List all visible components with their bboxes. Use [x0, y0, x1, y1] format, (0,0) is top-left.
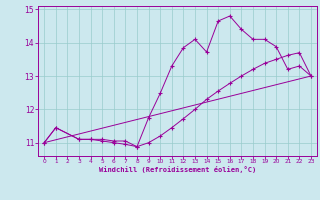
X-axis label: Windchill (Refroidissement éolien,°C): Windchill (Refroidissement éolien,°C)	[99, 166, 256, 173]
